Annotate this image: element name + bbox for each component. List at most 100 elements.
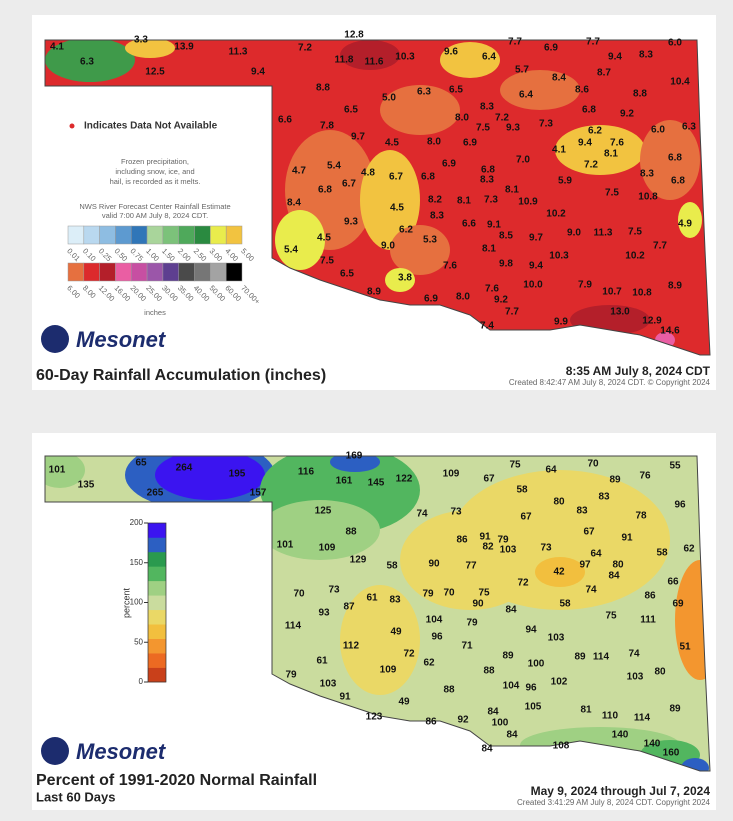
colorbar-band [148, 566, 166, 582]
station-value: 84 [487, 707, 499, 718]
station-value: 13.0 [610, 307, 630, 318]
legend-swatch [225, 225, 243, 245]
station-value: 8.9 [367, 287, 381, 298]
station-value: 10.3 [395, 52, 415, 63]
station-value: 123 [366, 712, 383, 723]
station-value: 11.3 [229, 47, 248, 58]
station-value: 161 [336, 476, 353, 487]
station-value: 84 [506, 730, 518, 741]
station-value: 70 [443, 588, 455, 599]
station-value: 4.8 [361, 168, 375, 179]
station-value: 6.9 [463, 138, 477, 149]
colorbar-band [148, 667, 166, 683]
station-value: 8.2 [428, 195, 442, 206]
legend-swatch [67, 225, 85, 245]
station-value: 9.4 [529, 261, 543, 272]
station-value: 6.0 [668, 38, 682, 49]
station-value: 140 [612, 730, 629, 741]
station-value: 12.8 [344, 30, 364, 41]
station-value: 8.4 [287, 198, 301, 209]
station-value: 74 [628, 649, 640, 660]
station-value: 7.8 [320, 121, 334, 132]
station-value: 108 [553, 741, 570, 752]
station-value: 6.5 [449, 85, 463, 96]
station-value: 101 [277, 540, 294, 551]
station-value: 8.3 [640, 169, 654, 180]
station-value: 7.6 [485, 284, 499, 295]
station-value: 6.4 [482, 52, 496, 63]
station-value: 7.5 [476, 123, 490, 134]
estimate-note: NWS River Forecast Center Rainfall Estim… [79, 202, 230, 211]
station-value: 12.5 [145, 67, 165, 78]
station-value: 96 [431, 632, 443, 643]
station-value: 9.0 [381, 241, 395, 252]
station-value: 116 [298, 467, 315, 478]
colorbar-band [148, 523, 166, 538]
station-value: 140 [644, 739, 661, 750]
station-value: 89 [502, 651, 514, 662]
station-value: 7.5 [628, 227, 642, 238]
station-value: 64 [545, 465, 557, 476]
station-value: 11.8 [335, 55, 354, 66]
legend-swatch [115, 225, 132, 245]
station-value: 8.3 [639, 50, 653, 61]
station-value: 7.7 [586, 37, 600, 48]
station-value: 160 [663, 748, 680, 759]
legend-swatch [146, 262, 164, 282]
station-value: 7.2 [584, 160, 598, 171]
station-value: 74 [585, 585, 597, 596]
station-value: 8.1 [482, 244, 496, 255]
station-value: 79 [285, 670, 297, 681]
station-value: 80 [654, 667, 666, 678]
station-value: 61 [366, 593, 378, 604]
legend-swatch [162, 225, 179, 245]
station-value: 9.4 [578, 138, 592, 149]
station-value: 100 [492, 718, 509, 729]
station-value: 73 [450, 507, 462, 518]
station-value: 4.9 [678, 219, 692, 230]
colorbar-tick-label: 200 [130, 518, 144, 527]
legend-swatch [178, 225, 195, 245]
station-value: 3.8 [398, 273, 412, 284]
station-value: 96 [674, 500, 686, 511]
station-value: 83 [389, 595, 401, 606]
station-value: 77 [465, 561, 477, 572]
station-value: 76 [639, 471, 651, 482]
station-value: 67 [483, 474, 495, 485]
station-value: 8.7 [597, 68, 611, 79]
station-value: 145 [368, 478, 385, 489]
logo-icon [41, 737, 69, 765]
station-value: 14.6 [660, 326, 680, 337]
station-value: 88 [483, 666, 495, 677]
station-value: 84 [608, 571, 620, 582]
station-value: 100 [528, 659, 545, 670]
station-value: 72 [403, 649, 415, 660]
station-value: 9.7 [351, 132, 365, 143]
station-value: 8.0 [427, 137, 441, 148]
station-value: 88 [345, 527, 357, 538]
colorbar-band [148, 638, 166, 654]
colorbar-band [148, 653, 166, 668]
legend-swatch [99, 225, 116, 245]
station-value: 7.5 [320, 256, 334, 267]
station-value: 5.4 [284, 245, 298, 256]
station-value: 109 [319, 543, 336, 554]
station-value: 67 [520, 512, 532, 523]
station-value: 62 [423, 658, 435, 669]
station-value: 42 [553, 567, 565, 578]
station-value: 58 [559, 599, 571, 610]
station-value: 64 [590, 549, 602, 560]
map-subtitle: Last 60 Days [36, 789, 116, 804]
station-value: 169 [346, 451, 363, 462]
station-value: 10.8 [638, 192, 658, 203]
station-value: 73 [540, 543, 552, 554]
station-value: 5.9 [558, 176, 572, 187]
legend-swatch [178, 262, 195, 282]
station-value: 90 [472, 599, 484, 610]
station-value: 96 [525, 683, 537, 694]
station-value: 13.9 [174, 42, 194, 53]
legend-swatch [131, 225, 148, 245]
station-value: 55 [669, 461, 681, 472]
station-value: 6.3 [682, 122, 696, 133]
